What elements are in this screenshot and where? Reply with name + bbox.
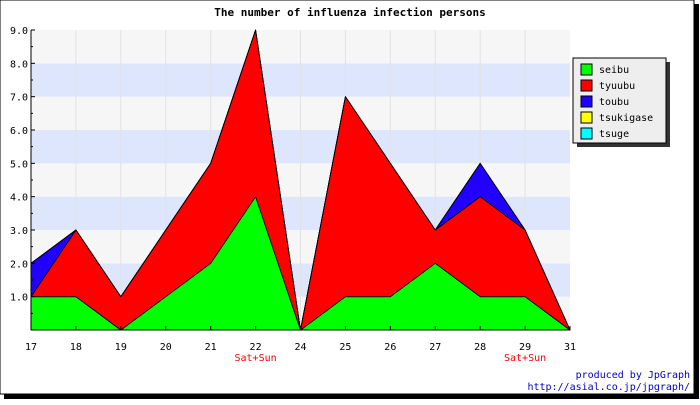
x-tick-sublabel: Sat+Sun (235, 353, 277, 364)
y-tick-label: 4.0 (10, 193, 28, 204)
y-tick-label: 6.0 (10, 126, 28, 137)
x-tick-label: 21 (205, 342, 217, 353)
x-tick-label: 28 (474, 342, 486, 353)
x-tick-label: 27 (429, 342, 441, 353)
y-tick-label: 3.0 (10, 226, 28, 237)
x-tick-label: 22 (250, 342, 262, 353)
x-tick-label: 24 (294, 342, 306, 353)
axes (30, 29, 571, 331)
legend-swatch-toubu (580, 95, 593, 108)
y-tick-label: 7.0 (10, 93, 28, 104)
x-tick-label: 31 (564, 342, 576, 353)
legend-label-tyuubu: tyuubu (599, 81, 635, 92)
legend-swatch-tyuubu (580, 79, 593, 92)
legend: seibu tyuubu toubu tsukigase tsuge (572, 57, 670, 147)
y-tick-label: 8.0 (10, 59, 28, 70)
x-tick-label: 25 (339, 342, 351, 353)
x-tick-label: 20 (160, 342, 172, 353)
y-tick-label: 2.0 (10, 259, 28, 270)
y-tick-label: 9.0 (10, 26, 28, 37)
y-tick-label: 5.0 (10, 159, 28, 170)
credit-line-2: http://asial.co.jp/jpgraph/ (527, 382, 690, 393)
y-tick-labels: 1.0 2.0 3.0 4.0 5.0 6.0 7.0 8.0 9.0 (10, 26, 28, 304)
x-tick-label: 17 (25, 342, 37, 353)
x-tick-label: 19 (115, 342, 127, 353)
chart-title: The number of influenza infection person… (214, 6, 486, 19)
legend-swatch-seibu (580, 63, 593, 76)
legend-label-tsukigase: tsukigase (599, 113, 653, 124)
x-tick-sublabel: Sat+Sun (504, 353, 546, 364)
legend-swatch-tsukigase (580, 111, 593, 124)
legend-label-seibu: seibu (599, 65, 629, 76)
legend-swatch-tsuge (580, 127, 593, 140)
y-tick-label: 1.0 (10, 293, 28, 304)
x-tick-label: 26 (384, 342, 396, 353)
legend-label-toubu: toubu (599, 97, 629, 108)
x-tick-label: 18 (70, 342, 82, 353)
credit-line-1: produced by JpGraph (576, 370, 690, 381)
legend-label-tsuge: tsuge (599, 129, 629, 140)
x-tick-label: 29 (519, 342, 531, 353)
